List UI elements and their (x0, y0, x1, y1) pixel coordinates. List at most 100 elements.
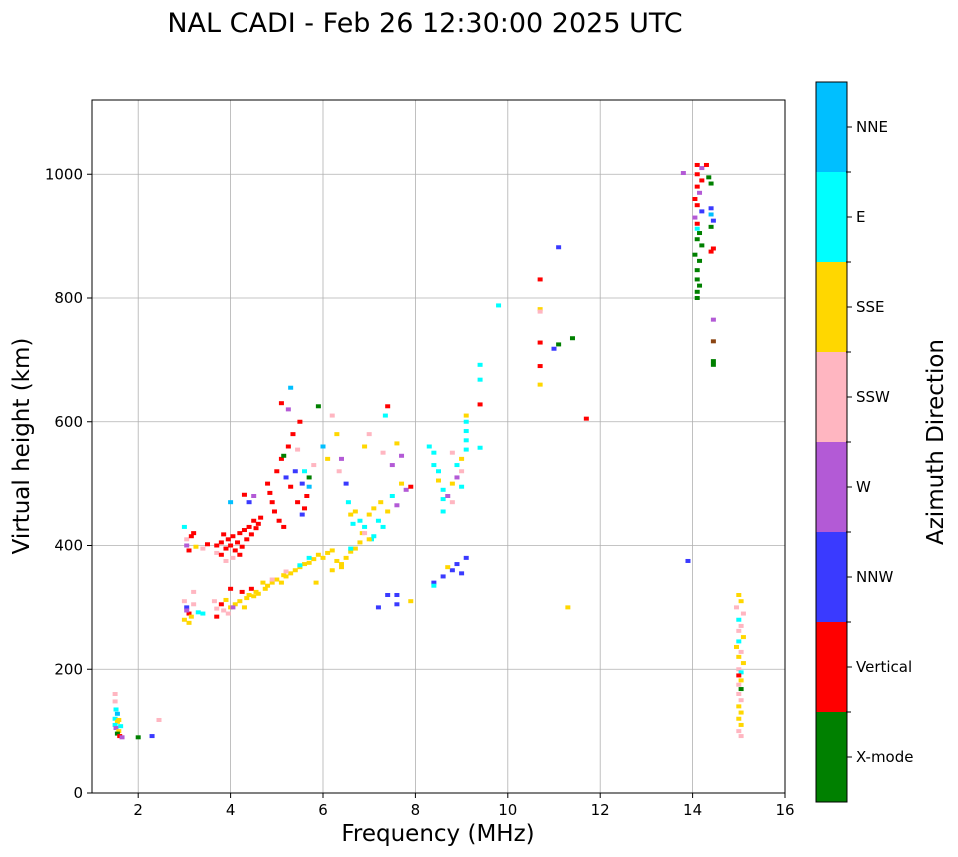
data-point (241, 528, 247, 533)
data-point (694, 277, 700, 282)
data-point (454, 562, 460, 567)
data-point (283, 569, 289, 574)
data-point (738, 687, 744, 692)
data-point (228, 586, 234, 591)
data-point (299, 481, 305, 486)
data-point (251, 594, 257, 599)
data-point (221, 608, 227, 613)
data-point (389, 494, 395, 498)
data-point (114, 711, 120, 716)
data-point (343, 555, 349, 560)
x-axis-label: Frequency (MHz) (341, 821, 534, 847)
data-point (191, 602, 197, 607)
data-point (265, 481, 271, 486)
data-point (225, 537, 231, 542)
data-point (274, 469, 280, 474)
data-point (112, 692, 118, 696)
data-point (258, 515, 264, 520)
data-point (214, 550, 220, 555)
data-point (251, 494, 257, 498)
data-point (394, 503, 400, 508)
data-point (431, 580, 437, 585)
data-point (463, 413, 469, 418)
data-point (135, 735, 141, 740)
data-point (299, 512, 305, 517)
data-point (211, 599, 217, 604)
data-point (371, 506, 377, 511)
data-point (399, 481, 405, 486)
data-point (380, 524, 386, 529)
data-point (200, 546, 206, 551)
x-tick-label: 8 (411, 801, 421, 819)
data-point (708, 181, 714, 186)
data-point (385, 404, 391, 409)
data-point (449, 568, 455, 573)
data-point (248, 586, 254, 591)
data-point (283, 574, 289, 579)
colorbar-segment (816, 352, 847, 442)
data-point (119, 735, 125, 740)
data-point (320, 555, 326, 560)
data-point (320, 444, 326, 449)
data-point (214, 543, 220, 548)
data-point (334, 432, 340, 437)
data-point (680, 171, 686, 176)
data-point (477, 402, 483, 407)
data-point (237, 531, 243, 536)
data-point (694, 162, 700, 167)
data-point (235, 540, 241, 545)
data-point (445, 494, 451, 498)
data-point (385, 509, 391, 514)
data-point (736, 654, 742, 659)
data-point (112, 722, 118, 727)
data-point (477, 362, 483, 367)
data-point (306, 484, 312, 489)
data-point (269, 577, 275, 582)
data-point (445, 565, 451, 570)
data-point (697, 283, 703, 288)
data-point (271, 509, 277, 514)
data-point (738, 734, 744, 739)
data-point (733, 644, 739, 649)
data-point (186, 620, 192, 625)
data-point (738, 698, 744, 703)
colorbar-label: W (856, 478, 871, 496)
data-point (394, 441, 400, 446)
colorbar-label: NNW (856, 568, 893, 586)
colorbar-label: E (856, 208, 865, 226)
x-tick-label: 2 (133, 801, 143, 819)
data-point (255, 521, 261, 526)
data-point (200, 611, 206, 616)
data-point (736, 639, 742, 644)
x-tick-label: 14 (683, 801, 702, 819)
data-point (188, 614, 194, 619)
y-tick-label: 600 (54, 413, 83, 431)
data-point (285, 444, 291, 449)
data-point (738, 599, 744, 604)
data-point (537, 340, 543, 345)
data-point (706, 175, 712, 180)
data-point (195, 610, 201, 615)
data-point (362, 444, 368, 449)
data-point (375, 605, 381, 610)
data-point (708, 249, 714, 254)
data-point (710, 246, 716, 251)
data-point (184, 537, 190, 542)
data-point (366, 432, 372, 437)
data-point (694, 268, 700, 273)
data-point (260, 580, 266, 585)
data-point (740, 635, 746, 640)
colorbar-segment (816, 622, 847, 712)
data-point (306, 475, 312, 480)
data-point (736, 628, 742, 633)
y-tick-label: 0 (73, 784, 83, 802)
data-point (315, 552, 321, 557)
data-point (278, 580, 284, 585)
data-point (426, 444, 432, 449)
data-point (382, 413, 388, 418)
data-point (114, 731, 120, 736)
data-point (736, 716, 742, 721)
data-point (694, 226, 700, 231)
data-point (710, 317, 716, 322)
